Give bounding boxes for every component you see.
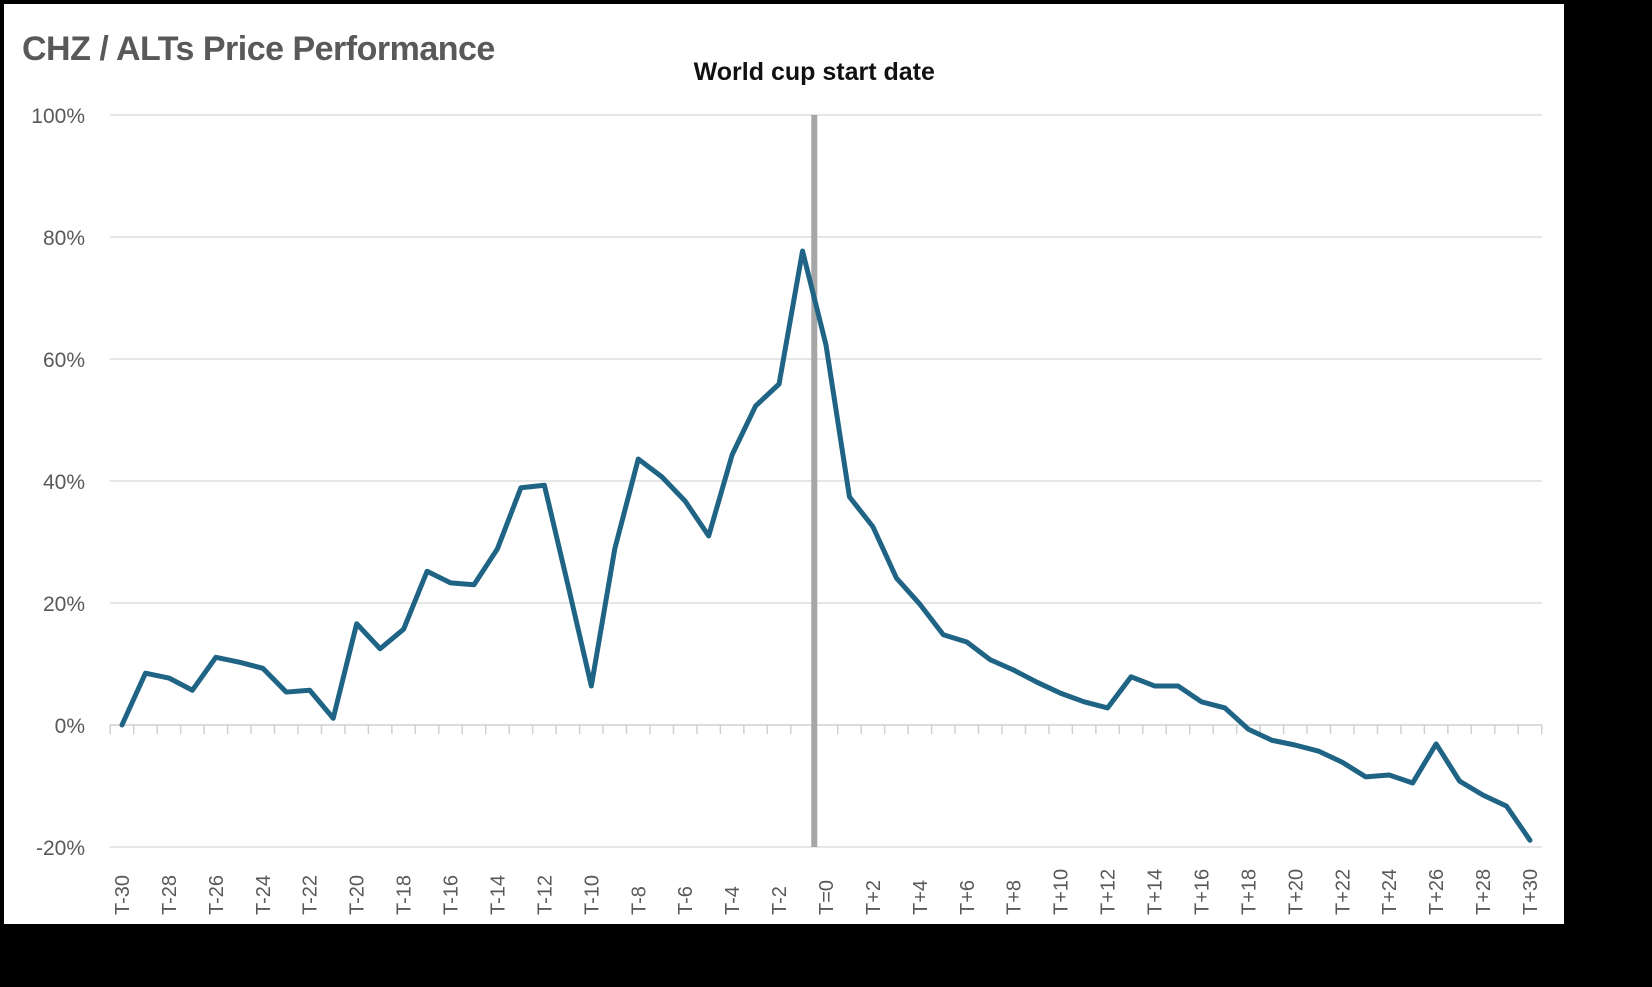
x-tick-label: T+4 [910,880,932,915]
chart-background [4,4,1564,924]
x-tick-label: T-22 [300,875,322,915]
x-tick-label: T-2 [769,886,791,915]
x-tick-label: T-14 [487,875,509,915]
x-tick-label: T-10 [581,875,603,915]
y-tick-label: 100% [31,105,85,128]
x-tick-label: T-30 [112,875,134,915]
x-tick-label: T+8 [1004,880,1026,915]
x-tick-label: T+14 [1145,869,1167,915]
x-tick-label: T+30 [1520,869,1542,915]
x-tick-label: T-26 [206,875,228,915]
x-tick-label: T-20 [347,875,369,915]
x-tick-label: T+16 [1191,869,1213,915]
y-tick-label: 60% [43,349,85,372]
x-tick-label: T-18 [394,875,416,915]
x-tick-label: T-4 [722,886,744,915]
chart-title: CHZ / ALTs Price Performance [22,30,495,68]
x-tick-label: T+24 [1379,869,1401,915]
y-tick-label: 20% [43,593,85,616]
x-tick-label: T+12 [1098,869,1120,915]
x-tick-label: T-8 [628,886,650,915]
x-tick-label: T-24 [253,875,275,915]
y-tick-label: -20% [36,837,85,860]
x-tick-label: T-16 [441,875,463,915]
x-tick-label: T-6 [675,886,697,915]
x-tick-label: T=0 [816,880,838,915]
x-tick-label: T+6 [957,880,979,915]
x-tick-label: T+22 [1332,869,1354,915]
world-cup-annotation: World cup start date [694,58,935,86]
x-tick-label: T+2 [863,880,885,915]
x-tick-label: T+26 [1426,869,1448,915]
x-tick-label: T+28 [1473,869,1495,915]
y-tick-label: 40% [43,471,85,494]
x-tick-label: T+18 [1238,869,1260,915]
x-tick-label: T-12 [534,875,556,915]
y-tick-label: 0% [55,715,85,738]
x-tick-label: T+20 [1285,869,1307,915]
x-tick-label: T+10 [1051,869,1073,915]
y-tick-label: 80% [43,227,85,250]
series-line [119,248,1533,843]
x-tick-label: T-28 [159,875,181,915]
